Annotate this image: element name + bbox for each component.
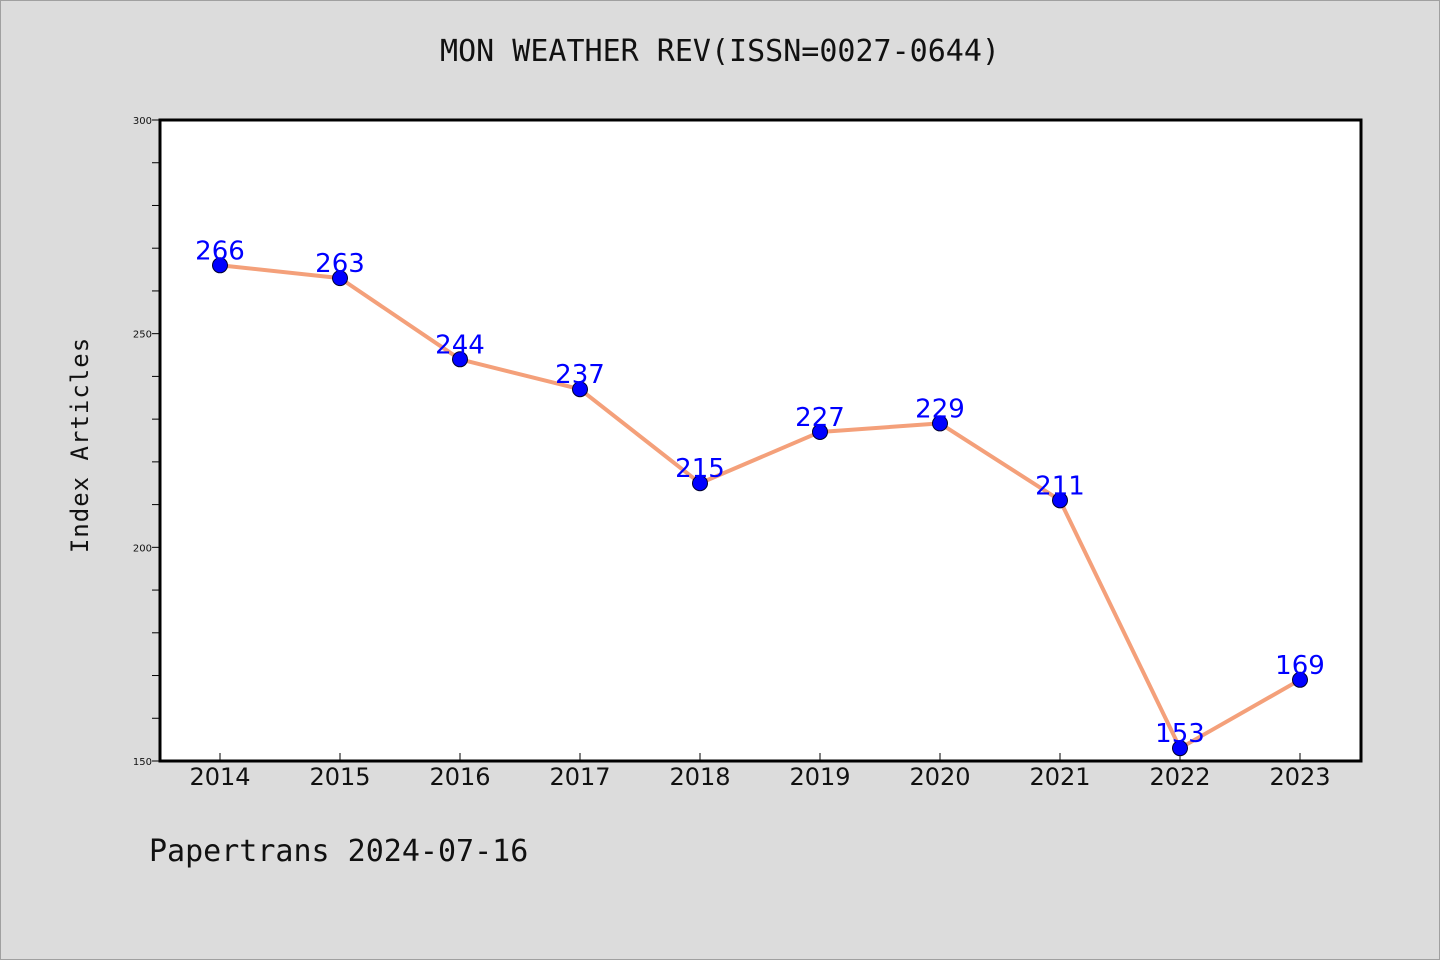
data-point-2022 [1172, 740, 1188, 757]
data-label-2017: 237 [555, 360, 605, 390]
chart-title: MON WEATHER REV(ISSN=0027-0644) [440, 34, 1000, 69]
x-tick-label-2020: 2020 [909, 763, 970, 791]
data-label-2018: 215 [675, 454, 725, 484]
x-tick-label-2015: 2015 [309, 763, 370, 791]
data-label-2015: 263 [315, 249, 365, 279]
x-tick-label-2021: 2021 [1029, 763, 1090, 791]
series-line [218, 263, 1302, 751]
data-point-2014 [212, 257, 228, 274]
plot-border [158, 118, 1363, 763]
x-tick-label-2022: 2022 [1149, 763, 1210, 791]
x-tick-label-2014: 2014 [189, 763, 250, 791]
x-tick-label-2023: 2023 [1269, 763, 1330, 791]
data-point-2023 [1292, 671, 1308, 688]
y-tick-label: 250 [133, 330, 152, 341]
data-label-2022: 153 [1155, 719, 1205, 749]
data-label-2016: 244 [435, 330, 485, 360]
x-tick-label-2016: 2016 [429, 763, 490, 791]
data-point-2018 [692, 475, 708, 492]
data-point-2021 [1052, 492, 1068, 509]
y-tick-label: 150 [133, 757, 152, 768]
data-label-2020: 229 [915, 394, 965, 424]
data-label-2014: 266 [195, 236, 245, 266]
data-point-2016 [452, 351, 468, 368]
data-label-2019: 227 [795, 403, 845, 433]
data-label-2023: 169 [1275, 651, 1325, 681]
plot-area [160, 120, 1361, 761]
y-tick-label: 300 [133, 116, 152, 127]
data-point-2015 [332, 270, 348, 287]
data-label-2021: 211 [1035, 471, 1085, 501]
data-point-2019 [812, 423, 828, 440]
footer-text: Papertrans 2024-07-16 [149, 834, 529, 869]
x-tick-label-2018: 2018 [669, 763, 730, 791]
data-point-2020 [932, 415, 948, 432]
x-tick-label-2017: 2017 [549, 763, 610, 791]
data-point-2017 [572, 381, 588, 398]
y-tick-label: 200 [133, 543, 152, 554]
x-tick-label-2019: 2019 [789, 763, 850, 791]
